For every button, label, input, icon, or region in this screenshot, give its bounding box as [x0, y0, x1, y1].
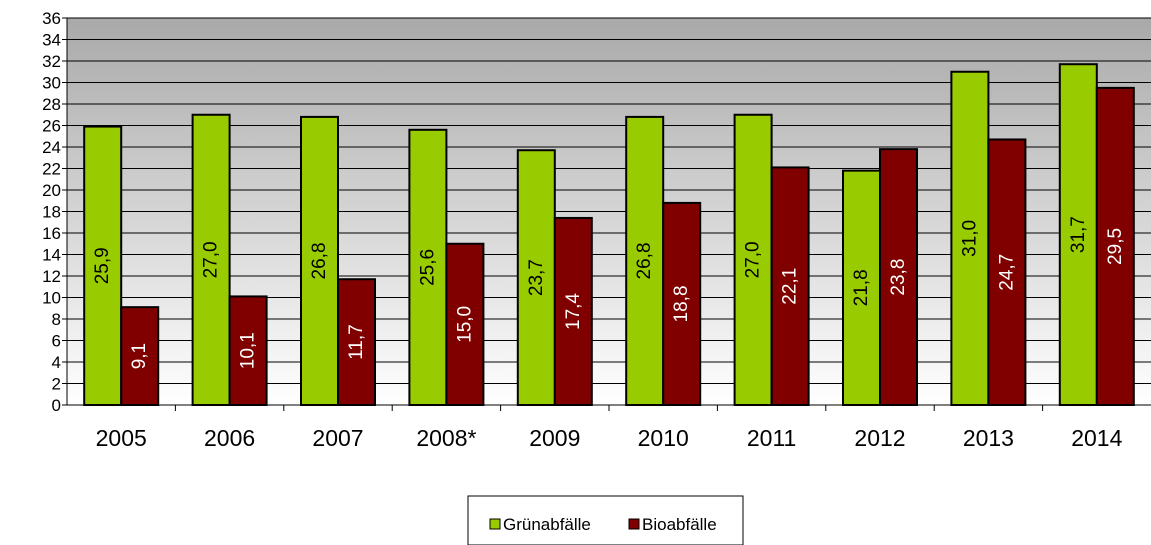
bar-gruenabfaelle: [83, 125, 123, 406]
data-label: 11,7: [346, 324, 367, 360]
legend-swatch-gruenabfaelle: [489, 518, 501, 530]
data-label: 27,0: [201, 241, 222, 278]
bar-gruenabfaelle: [625, 115, 665, 407]
y-tick-label: 36: [42, 9, 61, 28]
x-tick-label: 2010: [638, 425, 689, 451]
y-tick-label: 8: [52, 310, 61, 329]
y-tick-label: 16: [42, 224, 61, 243]
data-label: 22,1: [780, 268, 801, 305]
y-tick-label: 18: [42, 203, 61, 222]
data-label: 31,7: [1068, 216, 1089, 253]
bar-gruenabfaelle: [733, 113, 773, 406]
y-tick-label: 6: [52, 332, 61, 351]
y-tick-label: 30: [42, 74, 61, 93]
legend-label-gruenabfaelle: Grünabfälle: [503, 515, 591, 534]
legend-box: [467, 495, 744, 545]
data-label: 21,8: [851, 269, 872, 306]
data-label: 25,6: [417, 249, 438, 286]
bar-gruenabfaelle: [300, 115, 339, 407]
bar-bioabfaelle: [987, 138, 1027, 406]
data-label: 9,1: [129, 343, 150, 369]
x-axis: 2005 2006 2007 2008* 2009 2010 2011 2012 2013 201…: [67, 404, 1151, 451]
x-tick-label: 2009: [529, 425, 580, 451]
bar-gruenabfaelle: [191, 113, 231, 406]
y-tick-label: 34: [42, 31, 61, 50]
y-tick-label: 0: [52, 396, 61, 415]
bar-bioabfaelle: [662, 201, 702, 406]
y-tick-label: 10: [42, 289, 61, 308]
data-label: 31,0: [959, 220, 980, 257]
y-tick-label: 32: [42, 52, 61, 71]
x-tick-label: 2008*: [416, 425, 476, 451]
bars: 25,9 9,1 27,0 10,1 26,8 11,7 25,6 15,0 23,7 17,4 2…: [83, 63, 1135, 407]
data-label: 23,8: [888, 259, 909, 296]
legend-label-bioabfaelle: Bioabfälle: [642, 515, 717, 534]
legend-swatch-bioabfaelle: [628, 518, 640, 530]
y-tick-label: 24: [42, 138, 61, 157]
data-label: 17,4: [563, 293, 584, 330]
bar-bioabfaelle: [120, 306, 160, 406]
y-tick-label: 12: [42, 267, 61, 286]
y-tick-label: 2: [52, 375, 61, 394]
y-tick-label: 20: [42, 181, 61, 200]
y-tick-label: 28: [42, 95, 61, 114]
bar-bioabfaelle: [337, 278, 376, 407]
y-tick-label: 26: [42, 117, 61, 136]
data-label: 23,7: [526, 259, 547, 296]
x-tick-label: 2011: [747, 425, 796, 451]
x-tick-label: 2005: [96, 425, 147, 451]
bar-bioabfaelle: [228, 295, 268, 406]
data-label: 25,9: [92, 247, 113, 284]
y-tick-label: 14: [42, 246, 61, 265]
x-tick-label: 2014: [1071, 425, 1122, 451]
data-label: 10,1: [238, 332, 259, 369]
data-label: 26,8: [634, 242, 655, 279]
legend: Grünabfälle Bioabfälle: [467, 495, 744, 545]
data-label: 26,8: [309, 242, 330, 279]
data-label: 18,8: [671, 285, 692, 322]
data-label: 29,5: [1105, 228, 1126, 265]
bar-bioabfaelle: [1095, 86, 1135, 406]
x-tick-label: 2012: [854, 425, 905, 451]
x-tick-label: 2013: [963, 425, 1014, 451]
data-label: 27,0: [743, 241, 764, 278]
y-tick-label: 22: [42, 160, 61, 179]
data-label: 15,0: [454, 306, 475, 343]
bar-bioabfaelle: [445, 242, 485, 406]
x-tick-label: 2007: [312, 425, 363, 451]
bar-gruenabfaelle: [408, 128, 448, 407]
data-label: 24,7: [996, 254, 1017, 291]
y-tick-label: 4: [52, 353, 61, 372]
x-tick-label: 2006: [204, 425, 255, 451]
